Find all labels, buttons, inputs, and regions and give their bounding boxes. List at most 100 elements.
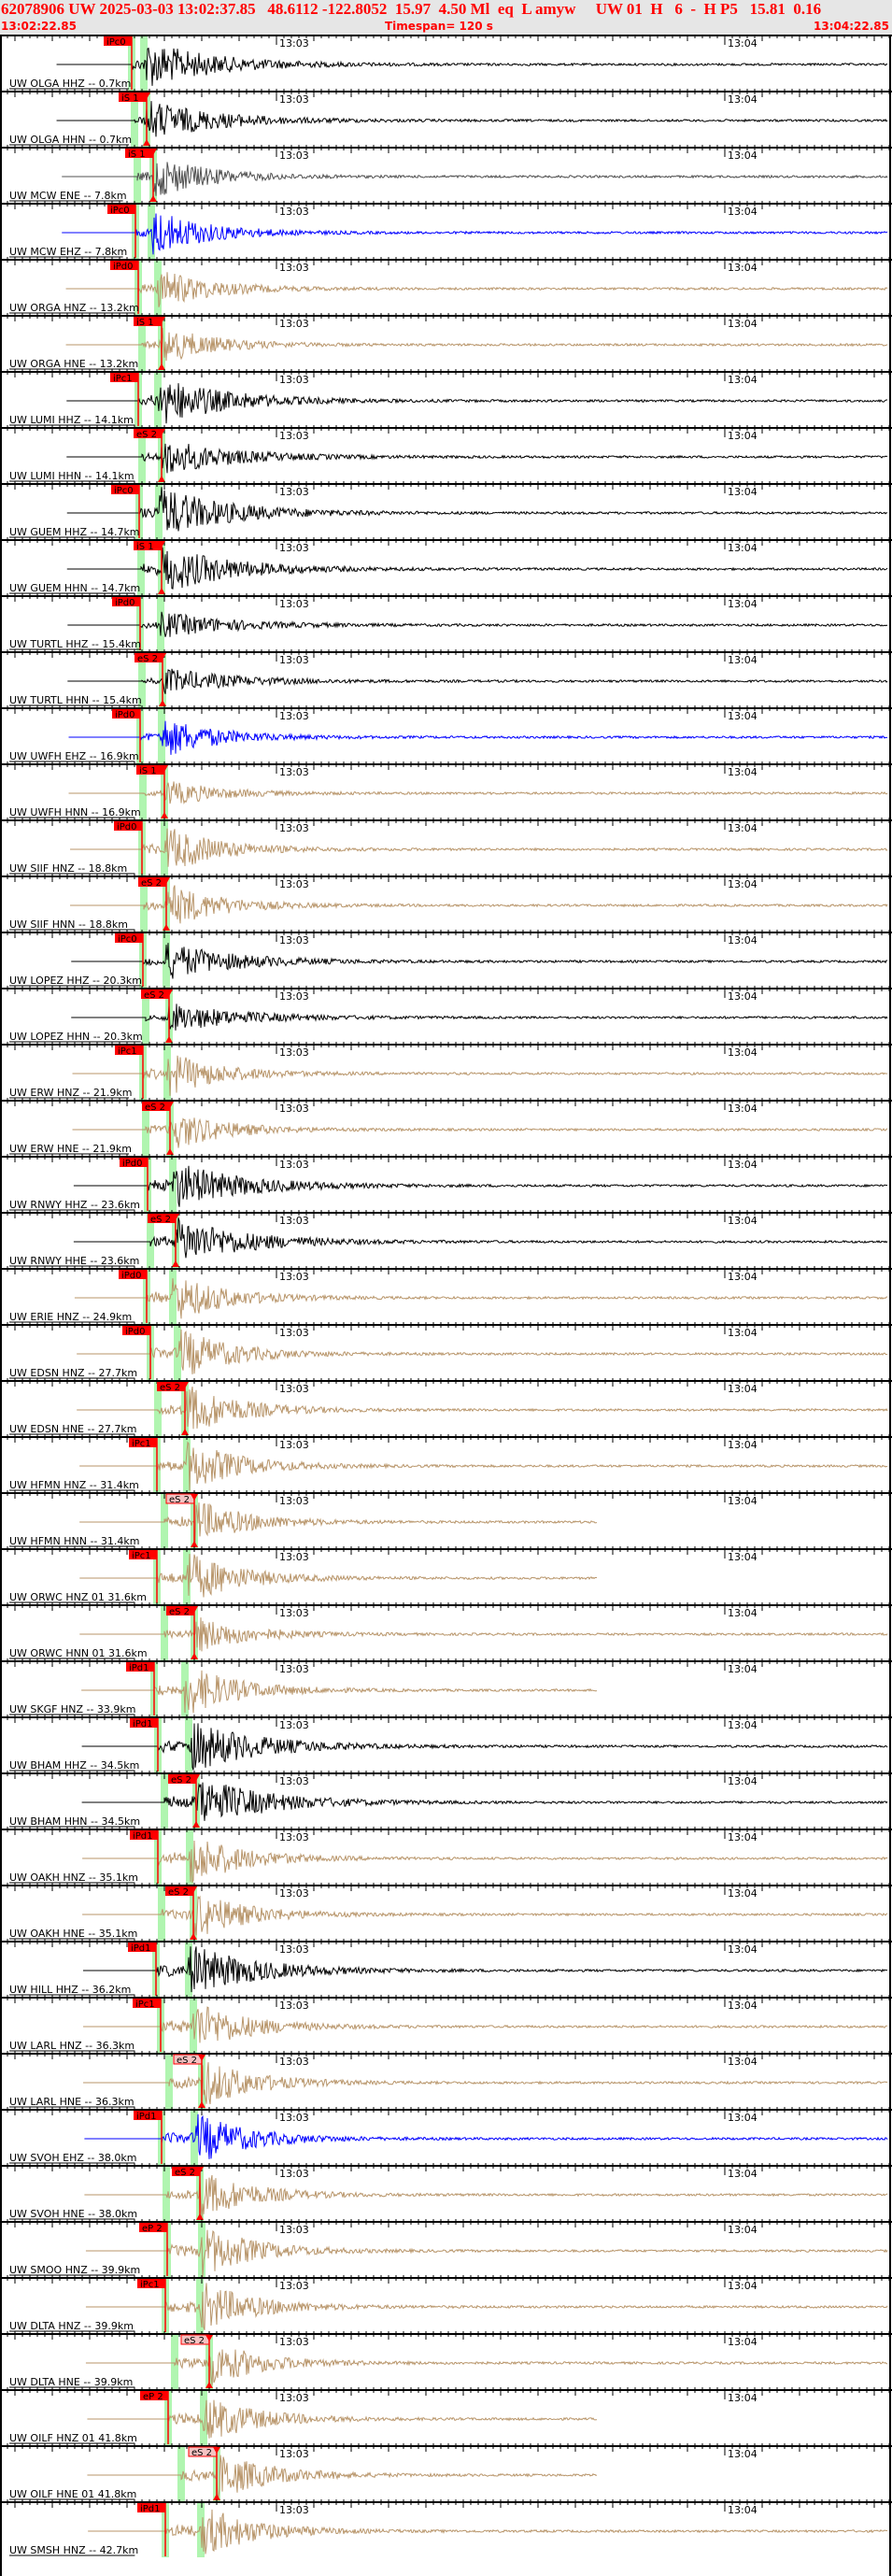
timespan-label: Timespan= 120 s: [385, 19, 493, 34]
svg-text:13:04: 13:04: [728, 149, 757, 162]
waveform: [84, 2175, 887, 2218]
waveform: [57, 49, 887, 86]
svg-text:eS 2: eS 2: [169, 1495, 190, 1505]
svg-text:13:03: 13:03: [279, 822, 309, 834]
svg-text:eS 2: eS 2: [136, 430, 157, 440]
svg-text:iPc1: iPc1: [113, 374, 133, 384]
svg-text:13:03: 13:03: [279, 1495, 309, 1507]
waveform: [71, 943, 887, 978]
channel-label: UW LUMI HHZ -- 14.1km: [9, 414, 134, 426]
waveform: [74, 1217, 887, 1258]
channel-label: UW OAKH HNZ -- 35.1km: [9, 1872, 138, 1884]
waveform: [62, 162, 887, 195]
svg-text:iPd0: iPd0: [122, 1159, 143, 1169]
svg-text:13:03: 13:03: [279, 1887, 309, 1900]
waveform: [88, 2510, 887, 2555]
waveform: [87, 2400, 597, 2439]
svg-text:13:04: 13:04: [728, 1719, 757, 1731]
svg-text:iPd0: iPd0: [125, 1327, 146, 1337]
waveform: [69, 721, 887, 755]
svg-text:13:03: 13:03: [279, 374, 309, 386]
channel-label: UW BHAM HHN -- 34.5km: [9, 1815, 140, 1828]
channel-label: UW SKGF HNZ -- 33.9km: [9, 1703, 136, 1715]
svg-text:13:04: 13:04: [728, 766, 757, 778]
svg-text:iPc0: iPc0: [114, 486, 134, 496]
svg-text:eS 2: eS 2: [177, 2056, 197, 2066]
svg-text:eS 2: eS 2: [144, 990, 164, 1001]
svg-text:eS 2: eS 2: [145, 1103, 165, 1113]
channel-label: UW BHAM HHZ -- 34.5km: [9, 1759, 139, 1772]
channel-label: UW SVOH HNE -- 38.0km: [9, 2208, 137, 2220]
channel-label: UW HILL HHZ -- 36.2km: [9, 1984, 131, 1996]
channel-label: UW RNWY HHE -- 23.6km: [9, 1255, 139, 1267]
svg-text:13:03: 13:03: [279, 2056, 309, 2068]
svg-text:eS 2: eS 2: [168, 1887, 189, 1898]
svg-text:13:04: 13:04: [728, 990, 757, 1003]
svg-text:iPd0: iPd0: [121, 1271, 142, 1281]
waveform: [77, 1330, 887, 1374]
svg-text:13:03: 13:03: [279, 1215, 309, 1227]
svg-text:13:03: 13:03: [279, 1775, 309, 1787]
svg-text:13:04: 13:04: [728, 206, 757, 218]
svg-text:13:04: 13:04: [728, 1271, 757, 1283]
channel-label: UW ERW HNE -- 21.9km: [9, 1143, 132, 1155]
waveform: [73, 1117, 887, 1147]
waveform: [57, 101, 887, 136]
waveform: [81, 1671, 597, 1714]
channel-label: UW MCW EHZ -- 7.8km: [9, 246, 127, 258]
svg-text:13:03: 13:03: [279, 990, 309, 1003]
svg-text:13:04: 13:04: [728, 2056, 757, 2068]
channel-label: UW GUEM HHZ -- 14.7km: [9, 526, 140, 538]
svg-text:eS 2: eS 2: [160, 1383, 180, 1393]
channel-label: UW ERW HNZ -- 21.9km: [9, 1087, 133, 1099]
svg-text:13:04: 13:04: [728, 822, 757, 834]
svg-text:13:03: 13:03: [279, 1159, 309, 1171]
